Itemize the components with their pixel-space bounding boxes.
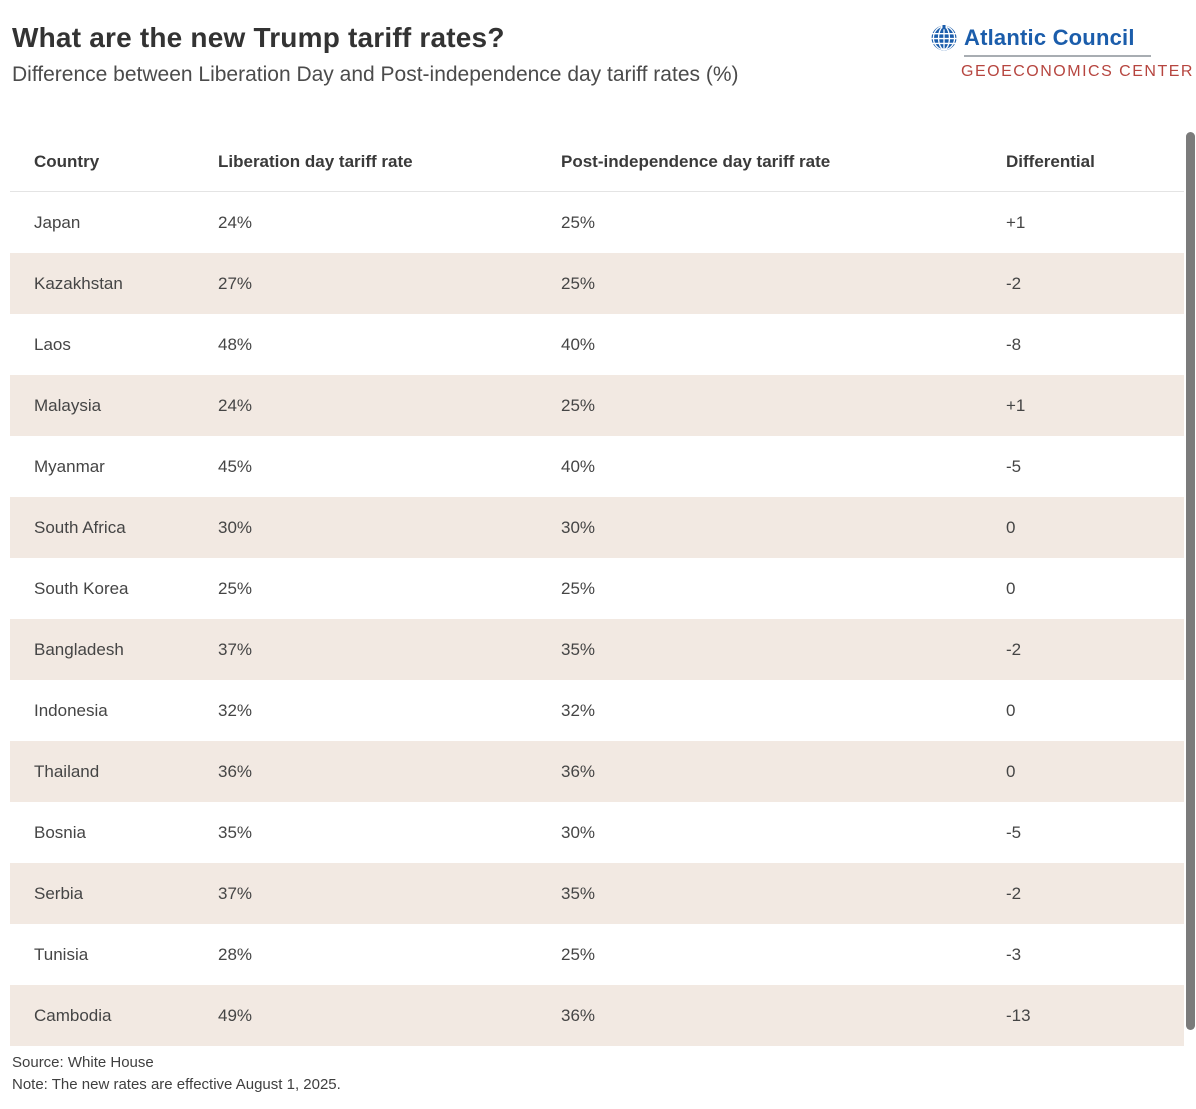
cell-differential: -5 (1006, 822, 1022, 842)
cell-post-independence-rate: 36% (561, 761, 596, 781)
cell-liberation-rate: 24% (218, 212, 253, 232)
logo-divider (964, 55, 1151, 57)
cell-post-independence-rate: 25% (561, 578, 596, 598)
cell-country: Laos (34, 334, 71, 354)
cell-country: Thailand (34, 761, 100, 781)
cell-post-independence-rate: 35% (561, 883, 596, 903)
column-header-post-independence-rate: Post-independence day tariff rate (561, 151, 831, 171)
cell-country: Cambodia (34, 1005, 112, 1025)
cell-post-independence-rate: 25% (561, 395, 596, 415)
table-row: Bangladesh 37% 35% -2 (10, 619, 1184, 680)
cell-differential: +1 (1006, 395, 1026, 415)
table-row: Tunisia 28% 25% -3 (10, 924, 1184, 985)
cell-post-independence-rate: 40% (561, 334, 596, 354)
cell-country: Bosnia (34, 822, 86, 842)
table-row: Kazakhstan 27% 25% -2 (10, 253, 1184, 314)
cell-post-independence-rate: 25% (561, 273, 596, 293)
cell-differential: -2 (1006, 273, 1022, 293)
effective-date-note: Note: The new rates are effective August… (12, 1076, 341, 1093)
cell-post-independence-rate: 35% (561, 639, 596, 659)
cell-differential: 0 (1006, 578, 1016, 598)
column-header-country: Country (34, 151, 100, 171)
cell-differential: 0 (1006, 761, 1016, 781)
cell-country: Serbia (34, 883, 84, 903)
cell-liberation-rate: 28% (218, 944, 253, 964)
cell-post-independence-rate: 30% (561, 517, 596, 537)
table-row: Thailand 36% 36% 0 (10, 741, 1184, 802)
cell-country: Tunisia (34, 944, 89, 964)
source-note: Source: White House (12, 1054, 154, 1071)
footnotes: Source: White House Note: The new rates … (12, 1052, 341, 1096)
cell-liberation-rate: 27% (218, 273, 253, 293)
cell-liberation-rate: 32% (218, 700, 253, 720)
table-row: Bosnia 35% 30% -5 (10, 802, 1184, 863)
cell-country: Bangladesh (34, 639, 124, 659)
logo-top-row: Atlantic Council (931, 25, 1176, 51)
table-body: Japan 24% 25% +1 Kazakhstan 27% 25% -2 L… (10, 192, 1184, 1046)
table-row: Cambodia 49% 36% -13 (10, 985, 1184, 1046)
cell-post-independence-rate: 30% (561, 822, 596, 842)
atlantic-council-logo: Atlantic Council GEOECONOMICS CENTER (931, 25, 1194, 81)
cell-liberation-rate: 37% (218, 639, 253, 659)
table-header-row: Country Liberation day tariff rate Post-… (10, 132, 1184, 192)
cell-country: Kazakhstan (34, 273, 123, 293)
cell-liberation-rate: 24% (218, 395, 253, 415)
tariff-table: Country Liberation day tariff rate Post-… (10, 132, 1184, 1046)
cell-liberation-rate: 30% (218, 517, 253, 537)
cell-differential: -2 (1006, 639, 1022, 659)
table-row: Serbia 37% 35% -2 (10, 863, 1184, 924)
logo-center-name: GEOECONOMICS CENTER (961, 63, 1194, 80)
cell-post-independence-rate: 40% (561, 456, 596, 476)
cell-differential: -2 (1006, 883, 1022, 903)
table-row: Indonesia 32% 32% 0 (10, 680, 1184, 741)
table-row: Myanmar 45% 40% -5 (10, 436, 1184, 497)
cell-post-independence-rate: 25% (561, 944, 596, 964)
page-title: What are the new Trump tariff rates? (12, 22, 505, 53)
page-subtitle: Difference between Liberation Day and Po… (12, 63, 739, 86)
cell-liberation-rate: 25% (218, 578, 253, 598)
cell-country: South Korea (34, 578, 129, 598)
cell-country: Malaysia (34, 395, 102, 415)
column-header-liberation-rate: Liberation day tariff rate (218, 151, 413, 171)
cell-liberation-rate: 48% (218, 334, 253, 354)
logo-org-name: Atlantic Council (964, 25, 1135, 50)
cell-liberation-rate: 45% (218, 456, 253, 476)
cell-differential: -3 (1006, 944, 1022, 964)
table-row: Laos 48% 40% -8 (10, 314, 1184, 375)
table-row: Japan 24% 25% +1 (10, 192, 1184, 253)
cell-liberation-rate: 35% (218, 822, 253, 842)
cell-differential: -5 (1006, 456, 1022, 476)
cell-differential: -8 (1006, 334, 1022, 354)
cell-country: South Africa (34, 517, 126, 537)
header: What are the new Trump tariff rates? Dif… (12, 22, 739, 87)
cell-country: Myanmar (34, 456, 105, 476)
cell-liberation-rate: 37% (218, 883, 253, 903)
table-row: South Korea 25% 25% 0 (10, 558, 1184, 619)
cell-differential: -13 (1006, 1005, 1031, 1025)
cell-liberation-rate: 49% (218, 1005, 253, 1025)
cell-post-independence-rate: 36% (561, 1005, 596, 1025)
cell-post-independence-rate: 25% (561, 212, 596, 232)
table-row: Malaysia 24% 25% +1 (10, 375, 1184, 436)
cell-country: Japan (34, 212, 81, 232)
scrollbar-thumb[interactable] (1186, 132, 1195, 1030)
column-header-differential: Differential (1006, 151, 1095, 171)
cell-post-independence-rate: 32% (561, 700, 596, 720)
cell-differential: +1 (1006, 212, 1026, 232)
cell-country: Indonesia (34, 700, 108, 720)
table-row: South Africa 30% 30% 0 (10, 497, 1184, 558)
cell-differential: 0 (1006, 517, 1016, 537)
cell-liberation-rate: 36% (218, 761, 253, 781)
globe-icon (931, 25, 957, 51)
cell-differential: 0 (1006, 700, 1016, 720)
